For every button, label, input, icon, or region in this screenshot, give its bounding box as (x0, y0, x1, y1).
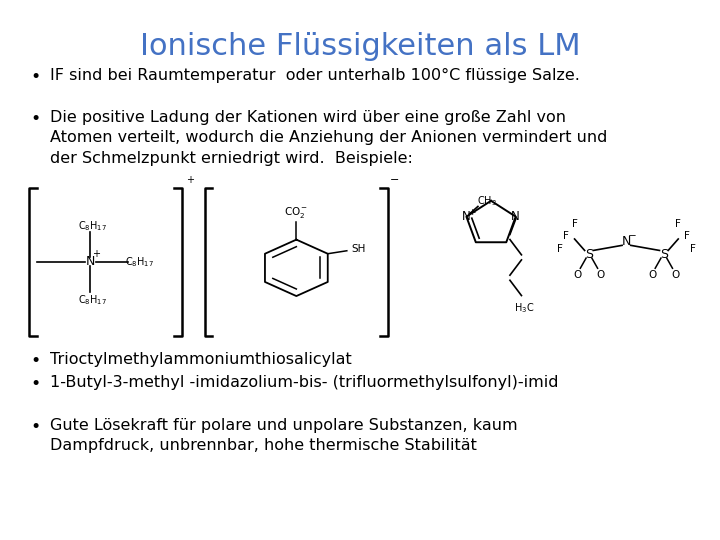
Text: C$_8$H$_{17}$: C$_8$H$_{17}$ (125, 255, 154, 269)
Text: +: + (468, 207, 475, 217)
Text: Gute Lösekraft für polare und unpolare Substanzen, kaum
Dampfdruck, unbrennbar, : Gute Lösekraft für polare und unpolare S… (50, 418, 518, 454)
Text: C$_8$H$_{17}$: C$_8$H$_{17}$ (78, 294, 107, 307)
Text: N: N (86, 255, 95, 268)
Text: O: O (573, 269, 582, 280)
Text: O: O (648, 269, 657, 280)
Text: 1-Butyl-3-methyl -imidazolium-bis- (trifluormethylsulfonyl)-imid: 1-Butyl-3-methyl -imidazolium-bis- (trif… (50, 375, 559, 390)
Text: •: • (30, 110, 40, 128)
Text: •: • (30, 375, 40, 393)
Text: •: • (30, 68, 40, 86)
Text: C$_8$H$_{17}$: C$_8$H$_{17}$ (78, 219, 107, 233)
Text: Ionische Flüssigkeiten als LM: Ionische Flüssigkeiten als LM (140, 32, 580, 61)
Text: Trioctylmethylammoniumthiosalicylat: Trioctylmethylammoniumthiosalicylat (50, 352, 352, 367)
Text: H$_3$C: H$_3$C (514, 301, 534, 315)
Text: F: F (557, 244, 563, 254)
Text: F: F (675, 219, 681, 229)
Text: F: F (572, 219, 577, 229)
Text: +: + (92, 249, 100, 260)
Text: O: O (596, 269, 605, 280)
Text: •: • (30, 418, 40, 436)
Text: CH$_3$: CH$_3$ (477, 194, 497, 208)
Text: S: S (660, 248, 668, 261)
Text: F: F (563, 232, 569, 241)
Text: SH: SH (351, 244, 366, 254)
Text: F: F (690, 244, 696, 254)
Text: −: − (390, 174, 399, 185)
Text: F: F (684, 232, 690, 241)
Text: O: O (671, 269, 680, 280)
Text: Die positive Ladung der Kationen wird über eine große Zahl von
Atomen verteilt, : Die positive Ladung der Kationen wird üb… (50, 110, 608, 166)
Text: •: • (30, 352, 40, 370)
Text: S: S (585, 248, 593, 261)
Text: N: N (621, 235, 631, 248)
Text: IF sind bei Raumtemperatur  oder unterhalb 100°C flüssige Salze.: IF sind bei Raumtemperatur oder unterhal… (50, 68, 580, 83)
Text: N: N (462, 210, 471, 223)
Text: CO$_2^-$: CO$_2^-$ (284, 205, 308, 220)
Text: +: + (186, 174, 194, 185)
Text: N: N (511, 210, 520, 223)
Text: −: − (628, 232, 636, 241)
